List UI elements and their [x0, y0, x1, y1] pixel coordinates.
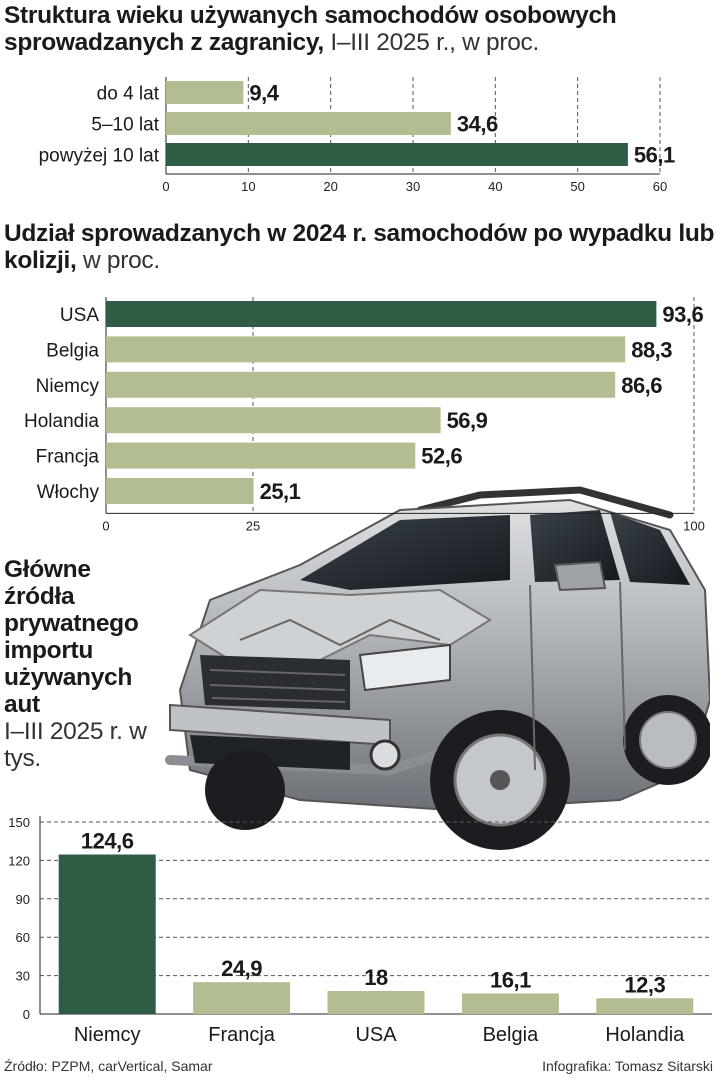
bar-5–10-lat — [166, 112, 451, 135]
value-label: 56,9 — [447, 408, 488, 433]
category-label: Francja — [208, 1024, 276, 1046]
x-tick-label: 30 — [406, 179, 420, 194]
value-label: 25,1 — [260, 479, 301, 504]
source-note: Źródło: PZPM, carVertical, Samar — [4, 1058, 213, 1074]
x-tick-label: 50 — [570, 179, 584, 194]
category-label: Francja — [36, 447, 100, 468]
y-tick-label: 30 — [16, 969, 30, 984]
bar-holandia — [596, 998, 694, 1014]
x-tick-label: 0 — [102, 518, 109, 533]
value-label: 18 — [364, 965, 388, 990]
x-tick-label: 0 — [162, 179, 169, 194]
category-label: Belgia — [46, 340, 99, 361]
category-label: USA — [60, 305, 99, 326]
age-structure-chart: 0 10 20 30 40 50 60 do 4 lat 9,4 5–10 lat 34,6 powy… — [39, 77, 675, 194]
value-label: 24,9 — [221, 956, 262, 981]
bar-powyżej-10-lat — [166, 143, 628, 166]
y-tick-label: 150 — [8, 815, 30, 830]
x-tick-label: 100 — [683, 518, 705, 533]
chart3-title-block: Główne źródła prywatnego importu używany… — [4, 556, 159, 772]
value-label: 34,6 — [457, 112, 498, 137]
category-label: 5–10 lat — [91, 115, 159, 136]
bar-usa — [106, 301, 657, 327]
value-label: 124,6 — [81, 829, 134, 854]
chart2-title: Udział sprowadzanych w 2024 r. samochodó… — [4, 220, 715, 274]
category-label: Holandia — [24, 411, 99, 432]
bar-niemcy — [106, 371, 616, 398]
bar-do-4-lat — [166, 81, 244, 104]
bar-usa — [327, 990, 425, 1014]
category-label: Niemcy — [36, 376, 100, 397]
chart1-title-block: Struktura wieku używanych samochodów oso… — [4, 2, 717, 56]
bar-holandia — [106, 407, 441, 434]
value-label: 52,6 — [421, 444, 462, 469]
bar-włochy — [106, 478, 254, 504]
y-tick-label: 0 — [23, 1007, 30, 1022]
value-label: 12,3 — [624, 972, 665, 997]
value-label: 56,1 — [634, 143, 675, 168]
x-tick-label: 25 — [246, 518, 260, 533]
value-label: 9,4 — [249, 81, 279, 106]
category-label: Holandia — [605, 1024, 685, 1046]
bar-belgia — [461, 993, 559, 1014]
value-label: 16,1 — [490, 967, 531, 992]
bar-niemcy — [58, 854, 156, 1014]
bar-belgia — [106, 336, 626, 363]
category-label: USA — [355, 1024, 397, 1046]
accident-share-chart: 0 25 100 USA 93,6 Belgia 88,3 Niemcy 86,6 Holandi… — [24, 297, 705, 533]
value-label: 88,3 — [631, 337, 672, 362]
chart2-title-block: Udział sprowadzanych w 2024 r. samochodó… — [4, 220, 717, 274]
bar-francja — [106, 442, 416, 469]
x-tick-label: 40 — [488, 179, 502, 194]
chart3-title: Główne źródła prywatnego importu używany… — [4, 556, 139, 718]
chart3-subtitle: I–III 2025 r. w tys. — [4, 718, 147, 772]
category-label: Niemcy — [74, 1024, 141, 1046]
x-tick-label: 20 — [323, 179, 337, 194]
damaged-car-illustration — [165, 486, 710, 850]
value-label: 86,6 — [621, 373, 662, 398]
x-tick-label: 10 — [241, 179, 255, 194]
x-tick-label: 60 — [653, 179, 667, 194]
y-tick-label: 120 — [8, 853, 30, 868]
bar-francja — [193, 982, 291, 1014]
chart2-subtitle: w proc. — [83, 247, 160, 274]
import-sources-chart: 0 30 60 90 120 150 124,6 Niemcy 24,9 Francja 18 USA… — [8, 815, 712, 1046]
value-label: 93,6 — [662, 302, 703, 327]
category-label: powyżej 10 lat — [39, 146, 160, 167]
infographic-credit: Infografika: Tomasz Sitarski — [542, 1058, 713, 1074]
chart1-title: Struktura wieku używanych samochodów oso… — [4, 2, 617, 56]
chart1-subtitle: I–III 2025 r., w proc. — [330, 29, 539, 56]
y-tick-label: 60 — [16, 930, 30, 945]
y-tick-label: 90 — [16, 892, 30, 907]
category-label: Włochy — [37, 482, 100, 503]
category-label: do 4 lat — [97, 84, 160, 105]
category-label: Belgia — [483, 1024, 539, 1046]
